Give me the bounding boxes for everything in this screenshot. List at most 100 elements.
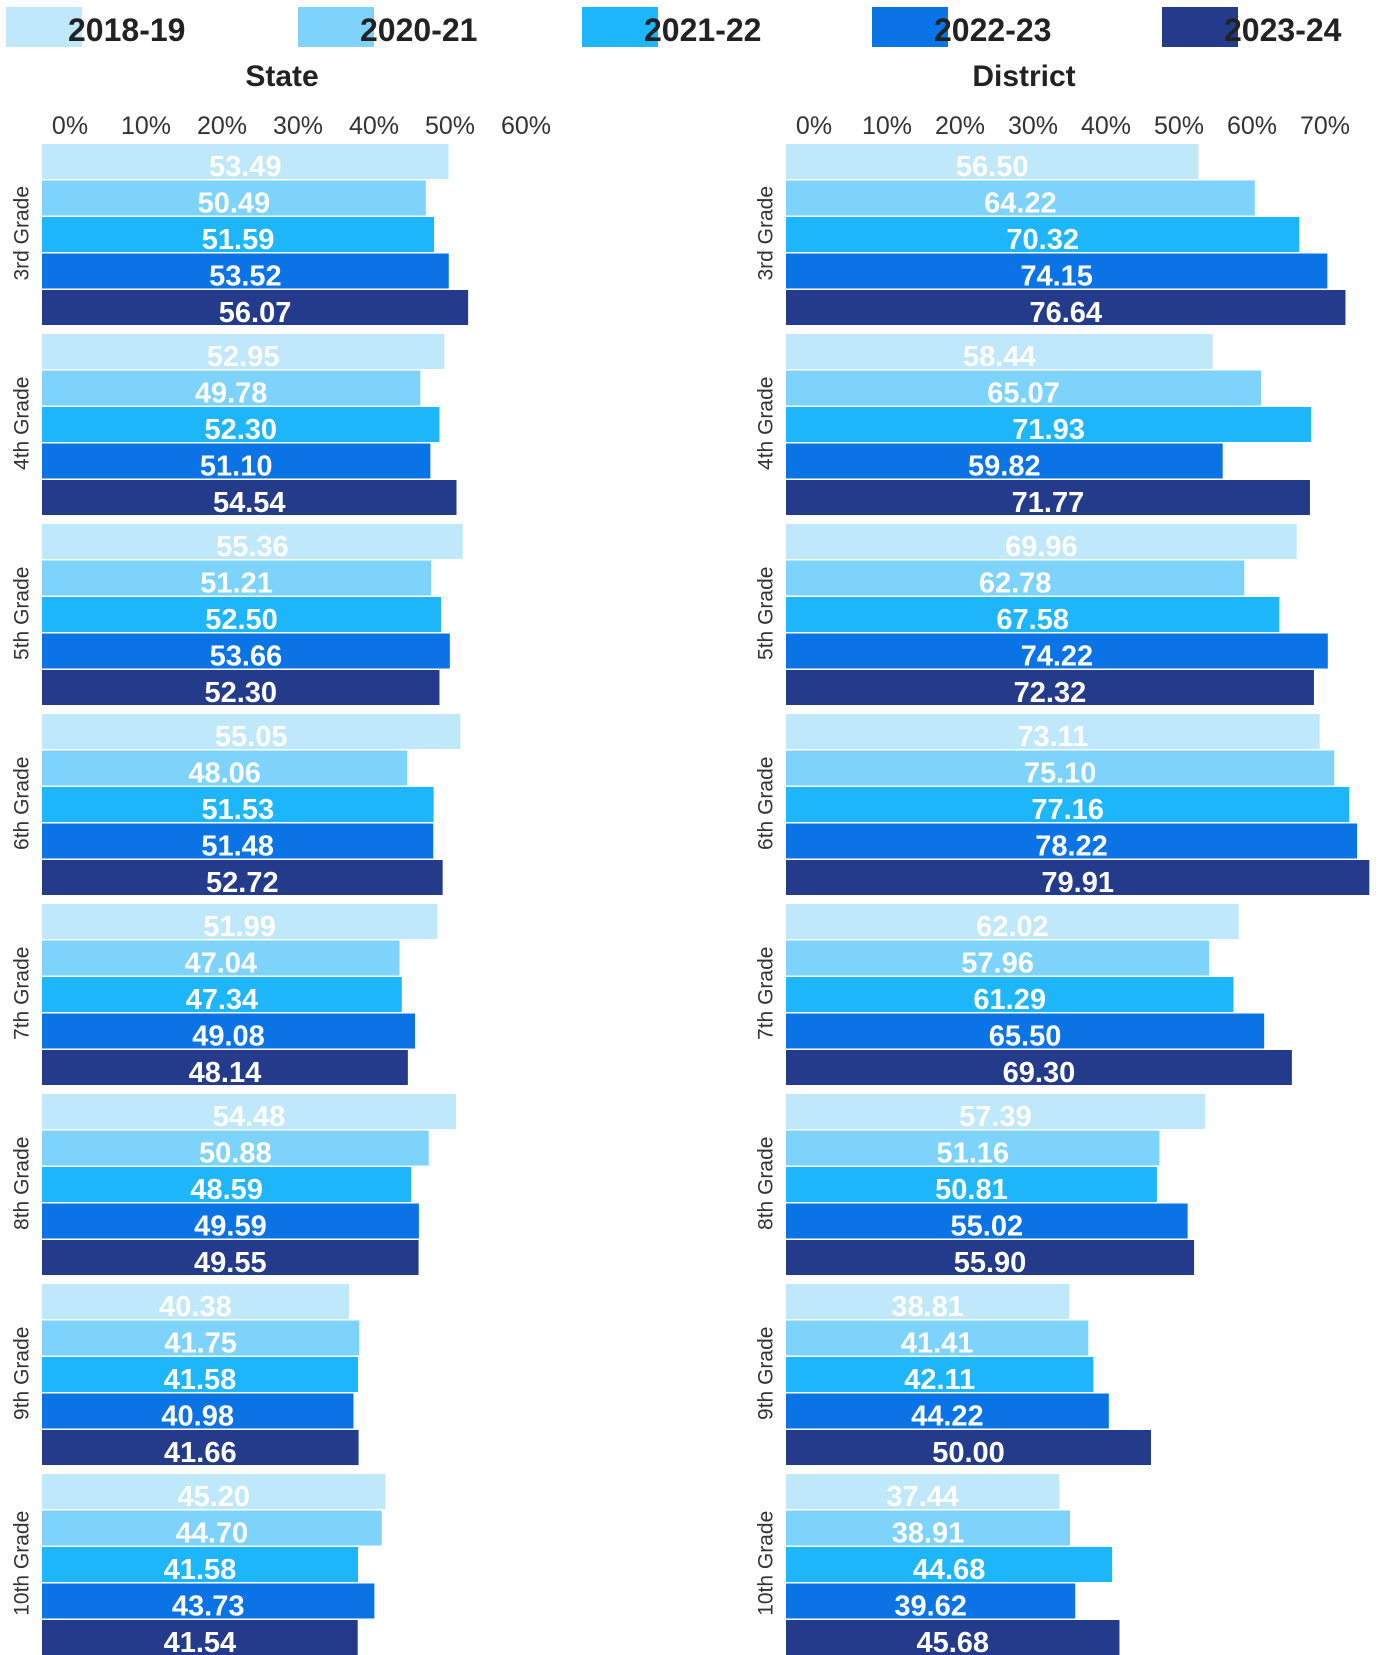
panel-title-state: State <box>245 60 318 93</box>
district-bar-label-8th-grade-2021-22: 50.81 <box>935 1174 1008 1206</box>
state-bar-8th-grade-2018-19 <box>42 1094 457 1129</box>
district-bar-3rd-grade-2023-24 <box>786 290 1346 325</box>
district-bar-4th-grade-2018-19 <box>786 334 1213 369</box>
state-bar-label-8th-grade-2020-21: 50.88 <box>199 1138 272 1170</box>
state-bar-label-5th-grade-2022-23: 53.66 <box>210 641 283 673</box>
district-bar-4th-grade-2023-24 <box>786 480 1310 515</box>
district-bar-label-7th-grade-2023-24: 69.30 <box>1003 1057 1076 1089</box>
district-category-label-3rd-grade: 3rd Grade <box>755 186 778 281</box>
legend-swatch-2018-19 <box>6 7 82 47</box>
state-bar-label-5th-grade-2021-22: 52.50 <box>205 604 278 636</box>
district-bar-label-5th-grade-2020-21: 62.78 <box>979 568 1052 600</box>
district-bar-6th-grade-2018-19 <box>786 714 1320 749</box>
district-bar-5th-grade-2023-24 <box>786 670 1314 705</box>
state-bar-4th-grade-2022-23 <box>42 443 431 479</box>
state-bar-7th-grade-2018-19 <box>42 904 438 939</box>
district-bar-10th-grade-2022-23 <box>786 1583 1076 1619</box>
state-bar-5th-grade-2020-21 <box>42 560 432 596</box>
state-bar-label-9th-grade-2023-24: 41.66 <box>164 1437 237 1469</box>
state-category-label-5th-grade: 5th Grade <box>11 567 34 660</box>
state-x-tick-4: 40% <box>349 112 399 140</box>
state-bar-9th-grade-2021-22 <box>42 1357 359 1392</box>
state-bar-label-8th-grade-2018-19: 54.48 <box>213 1101 286 1133</box>
district-bar-label-6th-grade-2022-23: 78.22 <box>1035 831 1108 863</box>
state-bar-3rd-grade-2022-23 <box>42 253 449 289</box>
district-bar-label-6th-grade-2020-21: 75.10 <box>1024 758 1097 790</box>
district-bar-7th-grade-2020-21 <box>786 940 1210 976</box>
state-bar-label-4th-grade-2020-21: 49.78 <box>195 378 268 410</box>
district-bar-6th-grade-2021-22 <box>786 787 1350 822</box>
district-bar-label-5th-grade-2022-23: 74.22 <box>1021 641 1094 673</box>
state-bar-8th-grade-2022-23 <box>42 1203 419 1239</box>
district-bar-4th-grade-2022-23 <box>786 443 1223 479</box>
district-bar-8th-grade-2021-22 <box>786 1167 1157 1202</box>
state-bar-label-4th-grade-2023-24: 54.54 <box>213 487 286 519</box>
district-bar-7th-grade-2023-24 <box>786 1050 1292 1085</box>
district-bar-label-7th-grade-2021-22: 61.29 <box>973 984 1046 1016</box>
district-bar-label-7th-grade-2022-23: 65.50 <box>989 1021 1062 1053</box>
state-x-tick-6: 60% <box>501 112 551 140</box>
district-bar-label-7th-grade-2020-21: 57.96 <box>961 948 1034 980</box>
district-bar-label-9th-grade-2020-21: 41.41 <box>901 1328 974 1360</box>
district-x-tick-3: 30% <box>1008 112 1058 140</box>
district-bar-label-10th-grade-2022-23: 39.62 <box>894 1591 967 1623</box>
district-x-tick-1: 10% <box>862 112 912 140</box>
district-category-label-6th-grade: 6th Grade <box>755 757 778 850</box>
state-bar-7th-grade-2022-23 <box>42 1013 416 1049</box>
district-bar-7th-grade-2022-23 <box>786 1013 1265 1049</box>
state-bar-label-8th-grade-2021-22: 48.59 <box>190 1174 263 1206</box>
state-category-label-9th-grade: 9th Grade <box>11 1327 34 1420</box>
district-bar-9th-grade-2022-23 <box>786 1393 1109 1429</box>
state-bar-8th-grade-2021-22 <box>42 1167 412 1202</box>
state-bar-6th-grade-2020-21 <box>42 750 408 786</box>
state-bar-4th-grade-2021-22 <box>42 407 440 442</box>
district-bar-label-8th-grade-2022-23: 55.02 <box>951 1211 1024 1243</box>
state-bar-label-3rd-grade-2022-23: 53.52 <box>209 261 282 293</box>
state-bar-label-5th-grade-2020-21: 51.21 <box>200 568 273 600</box>
legend-label-2021-22: 2021-22 <box>644 12 761 48</box>
state-bar-label-10th-grade-2021-22: 41.58 <box>164 1554 237 1586</box>
state-category-label-3rd-grade: 3rd Grade <box>11 186 34 281</box>
state-bar-9th-grade-2018-19 <box>42 1284 349 1319</box>
state-bar-4th-grade-2023-24 <box>42 480 457 515</box>
state-category-label-6th-grade: 6th Grade <box>11 757 34 850</box>
district-bar-label-8th-grade-2018-19: 57.39 <box>959 1101 1032 1133</box>
district-bar-label-9th-grade-2018-19: 38.81 <box>891 1291 964 1323</box>
district-bar-3rd-grade-2020-21 <box>786 180 1255 216</box>
district-bar-8th-grade-2023-24 <box>786 1240 1195 1275</box>
district-bar-9th-grade-2018-19 <box>786 1284 1070 1319</box>
state-bar-4th-grade-2020-21 <box>42 370 421 406</box>
district-x-tick-0: 0% <box>796 112 832 140</box>
state-bar-7th-grade-2023-24 <box>42 1050 408 1085</box>
state-category-label-7th-grade: 7th Grade <box>11 947 34 1040</box>
district-bar-label-3rd-grade-2021-22: 70.32 <box>1006 224 1079 256</box>
district-x-tick-6: 60% <box>1227 112 1277 140</box>
state-category-label-4th-grade: 4th Grade <box>11 377 34 470</box>
state-bar-label-10th-grade-2020-21: 44.70 <box>176 1518 249 1550</box>
state-bar-5th-grade-2022-23 <box>42 633 450 669</box>
district-bar-label-3rd-grade-2020-21: 64.22 <box>984 188 1057 220</box>
state-bar-5th-grade-2018-19 <box>42 524 463 559</box>
district-bar-4th-grade-2021-22 <box>786 407 1312 442</box>
district-bar-5th-grade-2021-22 <box>786 597 1280 632</box>
legend-swatch-2023-24 <box>1162 7 1238 47</box>
district-bar-label-8th-grade-2023-24: 55.90 <box>954 1247 1027 1279</box>
district-bar-label-4th-grade-2018-19: 58.44 <box>963 341 1036 373</box>
district-bar-5th-grade-2018-19 <box>786 524 1297 559</box>
district-bar-label-6th-grade-2021-22: 77.16 <box>1031 794 1104 826</box>
state-category-label-10th-grade: 10th Grade <box>11 1511 34 1616</box>
district-bar-6th-grade-2022-23 <box>786 823 1358 859</box>
district-x-tick-4: 40% <box>1081 112 1131 140</box>
district-bar-label-5th-grade-2018-19: 69.96 <box>1005 531 1078 563</box>
state-bar-label-6th-grade-2021-22: 51.53 <box>202 794 275 826</box>
state-bar-label-10th-grade-2018-19: 45.20 <box>177 1481 250 1513</box>
district-bar-8th-grade-2022-23 <box>786 1203 1188 1239</box>
state-bar-label-7th-grade-2018-19: 51.99 <box>203 911 276 943</box>
state-bar-7th-grade-2020-21 <box>42 940 400 976</box>
district-bar-label-5th-grade-2023-24: 72.32 <box>1014 677 1087 709</box>
district-bar-label-9th-grade-2022-23: 44.22 <box>911 1401 984 1433</box>
panel-title-district: District <box>972 60 1075 93</box>
district-bar-3rd-grade-2018-19 <box>786 144 1199 179</box>
district-bar-10th-grade-2023-24 <box>786 1620 1120 1655</box>
district-bar-10th-grade-2020-21 <box>786 1510 1071 1546</box>
